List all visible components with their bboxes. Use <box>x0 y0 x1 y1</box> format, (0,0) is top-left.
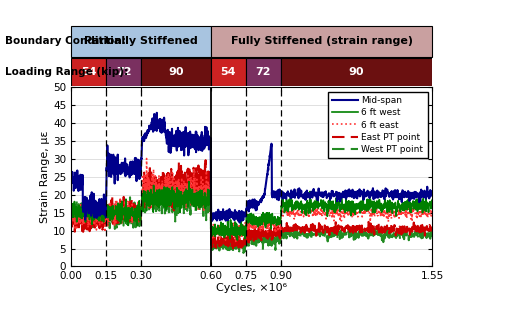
Bar <box>106 58 141 86</box>
Legend: Mid-span, 6 ft west, 6 ft east, East PT point, West PT point: Mid-span, 6 ft west, 6 ft east, East PT … <box>328 92 427 158</box>
Bar <box>71 26 211 57</box>
Bar <box>246 58 281 86</box>
X-axis label: Cycles, ×10⁶: Cycles, ×10⁶ <box>216 283 287 293</box>
Bar <box>281 58 432 86</box>
Bar <box>211 58 246 86</box>
Bar <box>141 58 211 86</box>
Text: 54: 54 <box>221 67 236 77</box>
Text: 54: 54 <box>81 67 96 77</box>
Text: Boundary Condition:: Boundary Condition: <box>5 36 126 46</box>
Text: 90: 90 <box>168 67 184 77</box>
Text: 90: 90 <box>349 67 364 77</box>
Y-axis label: Strain Range, με: Strain Range, με <box>40 130 50 223</box>
Text: 72: 72 <box>256 67 271 77</box>
Bar <box>71 58 106 86</box>
Text: 72: 72 <box>116 67 131 77</box>
Text: Partially Stiffened: Partially Stiffened <box>84 36 198 46</box>
Bar <box>211 26 432 57</box>
Text: Loading Range (kip):: Loading Range (kip): <box>5 67 129 77</box>
Text: Fully Stiffened (strain range): Fully Stiffened (strain range) <box>230 36 413 46</box>
